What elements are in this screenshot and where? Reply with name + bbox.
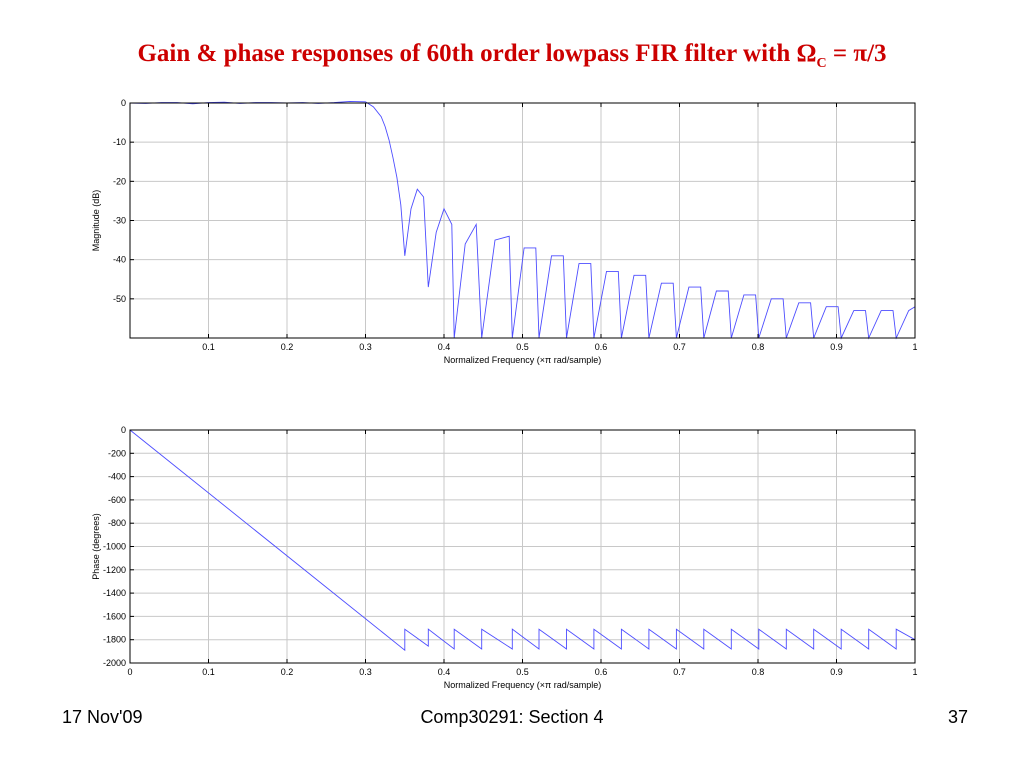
phase-y-tick-label: -1400 [103,588,126,598]
phase-y-tick-label: 0 [121,425,126,435]
magnitude-x-tick-label: 0.5 [516,342,529,352]
magnitude-x-tick-label: 0.3 [359,342,372,352]
magnitude-x-tick-label: 0.8 [752,342,765,352]
phase-y-tick-label: -400 [108,472,126,482]
phase-y-tick-label: -1200 [103,565,126,575]
phase-x-axis-label: Normalized Frequency (×π rad/sample) [444,680,602,690]
phase-x-tick-label: 0.1 [202,667,215,677]
phase-y-tick-label: -1800 [103,635,126,645]
phase-y-tick-label: -800 [108,518,126,528]
slide-title: Gain & phase responses of 60th order low… [0,40,1024,72]
phase-x-tick-label: 0.7 [673,667,686,677]
footer-course: Comp30291: Section 4 [420,707,604,727]
magnitude-x-tick-label: 0.7 [673,342,686,352]
magnitude-y-tick-label: 0 [121,98,126,108]
magnitude-y-tick-label: -20 [113,176,126,186]
phase-x-tick-label: 0.2 [281,667,294,677]
phase-y-tick-label: -1000 [103,542,126,552]
phase-x-tick-label: 0.5 [516,667,529,677]
magnitude-y-axis-label: Magnitude (dB) [91,190,101,252]
footer-date: 17 Nov'09 [62,707,143,727]
phase-x-tick-label: 0.6 [595,667,608,677]
phase-x-tick-label: 0 [127,667,132,677]
magnitude-x-tick-label: 0.1 [202,342,215,352]
phase-x-tick-label: 0.4 [438,667,451,677]
phase-y-tick-label: -1600 [103,611,126,621]
magnitude-x-tick-label: 1 [912,342,917,352]
phase-x-tick-label: 0.3 [359,667,372,677]
magnitude-y-tick-label: -30 [113,216,126,226]
footer-page-number: 37 [947,707,968,727]
phase-y-axis-label: Phase (degrees) [91,513,101,580]
magnitude-x-tick-label: 0.9 [830,342,843,352]
magnitude-series-line [129,100,916,340]
slide-title-tail: = π/3 [826,40,887,67]
phase-y-tick-label: -600 [108,495,126,505]
magnitude-chart: 0.1 0.2 0.3 0.4 0.5 0.6 0.7 0.8 0.9 1 0 -10 -20 -30 -4… [91,98,918,365]
magnitude-y-tick-label: -50 [113,294,126,304]
magnitude-x-tick-label: 0.2 [281,342,294,352]
magnitude-y-tick-label: -10 [113,137,126,147]
phase-y-tick-label: -2000 [103,658,126,668]
phase-x-tick-label: 1 [912,667,917,677]
phase-x-tick-label: 0.9 [830,667,843,677]
slide-title-main: Gain & phase responses of 60th order low… [137,40,817,67]
phase-series-line [129,429,916,652]
magnitude-x-tick-label: 0.6 [595,342,608,352]
phase-x-tick-label: 0.8 [752,667,765,677]
phase-chart: 0 0.1 0.2 0.3 0.4 0.5 0.6 0.7 0.8 0.9 1 0 -200 -400 -6… [91,425,918,690]
slide-title-subscript: C [816,56,827,71]
magnitude-x-tick-label: 0.4 [438,342,451,352]
magnitude-y-tick-label: -40 [113,255,126,265]
phase-y-tick-label: -200 [108,448,126,458]
magnitude-x-axis-label: Normalized Frequency (×π rad/sample) [444,355,602,365]
